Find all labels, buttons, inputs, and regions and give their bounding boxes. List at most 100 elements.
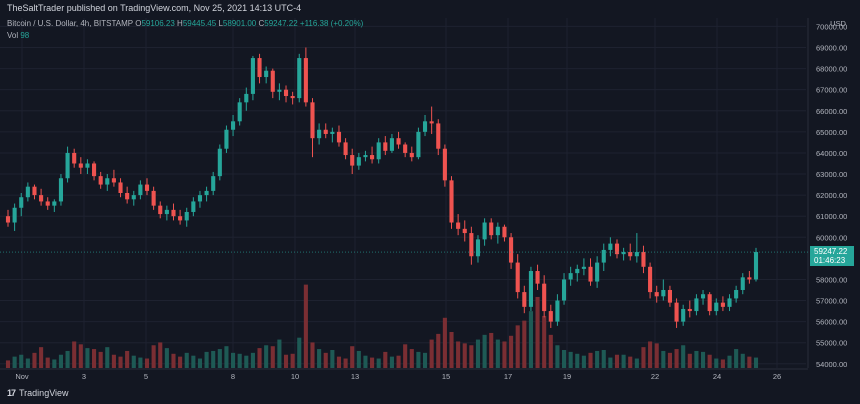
open-value: 59106.23 — [141, 19, 175, 28]
volume-bar — [628, 356, 633, 368]
candle-body — [601, 249, 606, 263]
volume-bar — [204, 351, 209, 368]
candle-body — [257, 58, 262, 78]
candle-body — [376, 142, 381, 160]
x-tick-label: 19 — [563, 372, 571, 381]
volume-bar — [648, 341, 653, 368]
x-tick-label: 24 — [713, 372, 721, 381]
candle-body — [356, 157, 361, 166]
candle-body — [350, 155, 355, 166]
volume-bar — [681, 345, 686, 368]
volume-bar — [290, 353, 295, 368]
open-label: O — [135, 19, 142, 28]
volume-bar — [78, 344, 83, 368]
volume-bar — [244, 355, 249, 368]
x-tick-label: 26 — [773, 372, 781, 381]
candle-body — [125, 193, 130, 200]
candle-body — [614, 243, 620, 255]
candle-body — [595, 262, 600, 282]
candle-body — [548, 311, 553, 322]
volume-bar — [389, 356, 394, 368]
x-tick-label: 22 — [651, 372, 659, 381]
candle-body — [528, 271, 533, 307]
volume-bar — [727, 355, 732, 368]
candle-body — [297, 58, 302, 99]
candle-body — [449, 180, 454, 223]
volume-bar — [270, 346, 275, 368]
volume-bar — [283, 354, 289, 368]
candle-body — [92, 163, 97, 177]
volume-bar — [171, 353, 176, 368]
volume-bar — [429, 339, 434, 368]
y-tick-label: 68000.00 — [816, 65, 847, 74]
volume-legend: Vol 98 — [7, 31, 29, 40]
volume-bar — [548, 334, 553, 368]
candle-body — [462, 228, 467, 234]
candle-body — [687, 308, 692, 312]
volume-bar — [336, 356, 342, 368]
candle-body — [429, 121, 434, 124]
candle-body — [734, 289, 739, 299]
volume-bar — [105, 347, 110, 368]
volume-bar — [581, 355, 586, 368]
volume-bar — [707, 354, 712, 368]
low-label: L — [218, 19, 223, 28]
high-value: 59445.45 — [182, 19, 217, 28]
candle-body — [310, 102, 315, 139]
volume-bar — [323, 352, 328, 368]
time-axis[interactable]: Nov 3 5 8 10 13 15 17 19 22 24 26 — [15, 372, 781, 381]
volume-bar — [211, 350, 216, 368]
volume-bar — [297, 337, 302, 368]
volume-bar — [720, 359, 725, 368]
volume-bar — [495, 339, 500, 368]
x-tick-label: 5 — [144, 372, 148, 381]
candle-body — [32, 186, 37, 196]
y-tick-label: 62000.00 — [816, 191, 847, 200]
y-tick-label: 58000.00 — [816, 275, 847, 284]
volume-value: 98 — [20, 31, 30, 40]
volume-bar — [456, 341, 461, 368]
volume-bar — [383, 351, 388, 368]
symbol-name[interactable]: Bitcoin / U.S. Dollar, 4h, BITSTAMP — [7, 19, 133, 28]
volume-bar — [231, 352, 236, 368]
candle-body — [436, 123, 441, 149]
candle-body — [45, 201, 50, 206]
volume-bar — [674, 349, 679, 368]
candle-body — [231, 121, 236, 130]
volume-bar — [522, 320, 527, 368]
candle-body — [85, 163, 90, 168]
tradingview-logo-icon: 17 — [7, 388, 16, 398]
y-tick-label: 54000.00 — [816, 360, 847, 369]
volume-bar — [350, 346, 355, 368]
candle-body — [303, 58, 308, 103]
candle-body — [581, 266, 586, 269]
price-axis[interactable]: 70000.00 69000.00 68000.00 67000.00 66000.00… — [816, 22, 847, 368]
volume-bar — [475, 339, 481, 368]
candle-body — [522, 292, 527, 307]
volume-bar — [396, 355, 401, 368]
candle-body — [336, 131, 342, 143]
brand-name[interactable]: TradingView — [19, 388, 69, 398]
candle-body — [628, 252, 633, 257]
candle-body — [707, 294, 712, 312]
volume-bar — [158, 342, 163, 368]
y-tick-label: 70000.00 — [816, 22, 847, 31]
candle-body — [237, 102, 242, 122]
candle-body — [727, 298, 732, 307]
candle-body — [72, 152, 77, 164]
volume-bar — [614, 354, 620, 368]
y-tick-label: 56000.00 — [816, 318, 847, 327]
volume-bar — [535, 296, 540, 368]
volume-bar — [734, 349, 739, 368]
candle-body — [105, 178, 110, 185]
volume-bar — [700, 351, 706, 368]
current-price-badge: 59247.22 01:46:23 — [810, 246, 854, 267]
volume-bar — [85, 348, 90, 368]
candle-body — [25, 186, 30, 198]
current-price: 59247.22 — [814, 247, 848, 257]
volume-bar — [740, 353, 745, 368]
y-tick-label: 69000.00 — [816, 44, 847, 53]
y-tick-label: 55000.00 — [816, 339, 847, 348]
bar-countdown: 01:46:23 — [814, 256, 846, 266]
